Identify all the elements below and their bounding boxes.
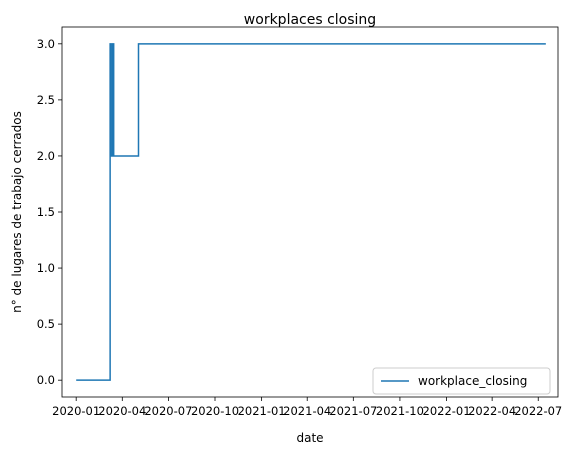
- x-tick-label: 2021-01: [238, 404, 286, 418]
- y-tick-label: 2.5: [37, 93, 55, 107]
- y-tick-label: 0.5: [37, 317, 55, 331]
- y-tick-label: 1.0: [37, 261, 55, 275]
- series-line-workplace_closing: [76, 43, 546, 381]
- chart-title: workplaces closing: [244, 12, 376, 28]
- y-tick-label: 2.0: [37, 149, 55, 163]
- legend-label: workplace_closing: [418, 374, 527, 388]
- x-tick-label: 2022-07: [514, 404, 562, 418]
- x-tick-label: 2021-04: [283, 404, 331, 418]
- y-tick-label: 3.0: [37, 37, 55, 51]
- x-axis-label: date: [296, 431, 323, 445]
- plot-area: [76, 43, 546, 381]
- y-tick-label: 0.0: [37, 373, 55, 387]
- x-tick-label: 2020-07: [144, 404, 192, 418]
- x-tick-label: 2020-04: [98, 404, 146, 418]
- x-tick-label: 2022-01: [423, 404, 471, 418]
- x-tick-label: 2020-10: [191, 404, 239, 418]
- x-tick-label: 2021-10: [376, 404, 424, 418]
- x-tick-label: 2021-07: [329, 404, 377, 418]
- x-tick-label: 2020-01: [52, 404, 100, 418]
- legend-box: [372, 367, 551, 395]
- x-axis: 2020-012020-042020-072020-102021-012021-…: [52, 397, 562, 418]
- y-tick-label: 1.5: [37, 205, 55, 219]
- legend: workplace_closing: [372, 367, 551, 395]
- plot-frame: [61, 26, 559, 398]
- y-axis: 0.0 0.5 1.0 1.5 2.0 2.5 3.0: [37, 37, 62, 387]
- x-tick-label: 2022-04: [468, 404, 516, 418]
- y-axis-label: n° de lugares de trabajo cerrados: [10, 111, 24, 313]
